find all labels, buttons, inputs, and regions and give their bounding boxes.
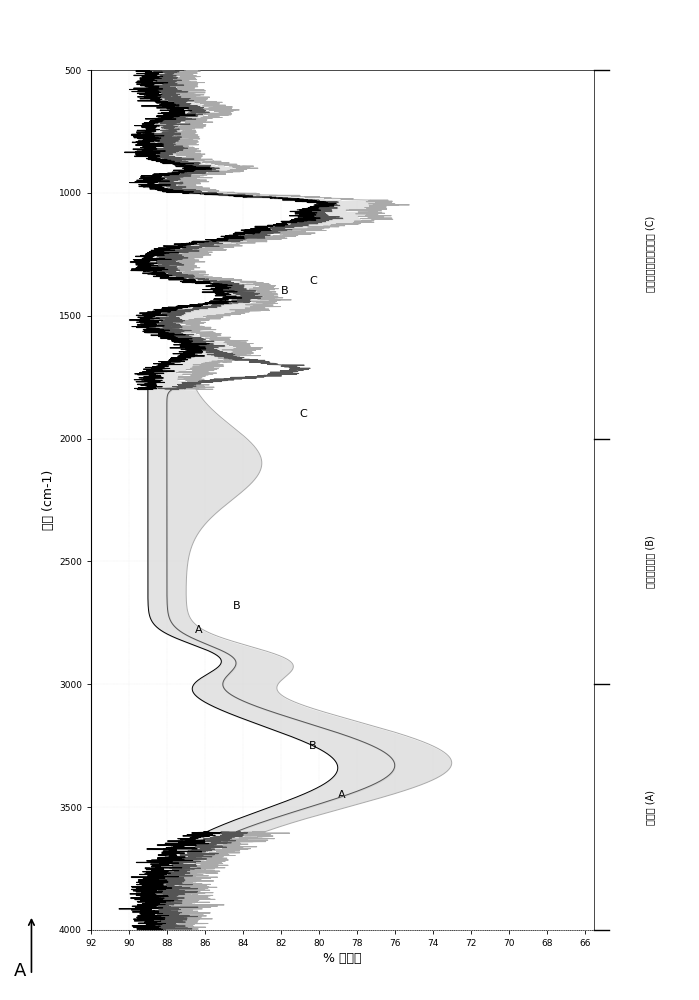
Text: 纤维素的阳离子共聚物 (C): 纤维素的阳离子共聚物 (C) (645, 216, 655, 292)
Text: C: C (309, 276, 317, 286)
Y-axis label: 波数 (cm-1): 波数 (cm-1) (42, 470, 55, 530)
Text: B: B (233, 601, 241, 611)
Text: A: A (14, 962, 27, 980)
Text: B: B (281, 286, 289, 296)
Text: A: A (338, 790, 345, 800)
X-axis label: % 透射率: % 透射率 (323, 952, 362, 965)
Text: A: A (195, 625, 203, 635)
Text: B: B (309, 741, 317, 751)
Text: 氧化的纤维素 (B): 氧化的纤维素 (B) (645, 535, 655, 588)
Text: 纤维素 (A): 纤维素 (A) (645, 790, 655, 825)
Text: C: C (300, 409, 308, 419)
